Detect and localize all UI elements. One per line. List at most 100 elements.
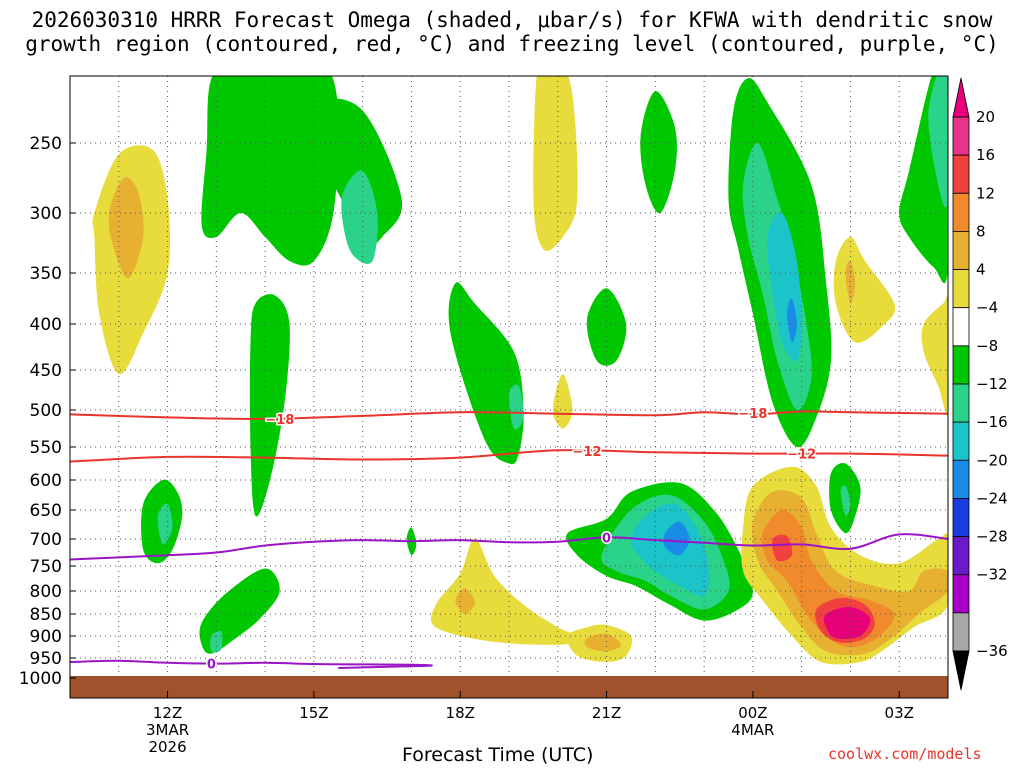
colorbar-label-12: 12 (976, 184, 995, 202)
omega-region-29 (833, 237, 896, 343)
omega-region-41 (921, 294, 948, 414)
colorbar-swatch-9 (952, 459, 970, 499)
omega-region-30 (845, 260, 856, 304)
xtick-year: 2026 (148, 738, 186, 756)
omega-shading-layer (92, 76, 948, 665)
colorbar (952, 77, 970, 691)
colorbar-label-8: 8 (976, 222, 986, 240)
colorbar-under-arrow (952, 650, 970, 691)
contour-label-zero-b: 0 (207, 658, 216, 673)
contour-lines (70, 410, 948, 669)
ytick-250: 250 (30, 134, 62, 154)
omega-region-17 (448, 282, 524, 465)
ytick-550: 550 (30, 438, 62, 458)
omega-region-14 (584, 633, 622, 652)
contour-label-minus18-b: −18 (738, 407, 767, 422)
colorbar-swatch-0 (952, 116, 970, 156)
colorbar-label-20: 20 (976, 108, 995, 126)
colorbar-label-minus16: −16 (976, 413, 1008, 431)
omega-region-12 (455, 588, 475, 615)
xtick-date-4mar: 4MAR (731, 721, 774, 739)
colorbar-over-arrow (952, 77, 970, 118)
colorbar-swatch-8 (952, 421, 970, 461)
ytick-500: 500 (30, 401, 62, 421)
colorbar-swatch-2 (952, 192, 970, 232)
xtick-03z: 03Z (885, 704, 914, 722)
colorbar-label-minus24: −24 (976, 489, 1008, 507)
contour-label-minus18-a: −18 (265, 413, 294, 428)
credit-link[interactable]: coolwx.com/models (828, 745, 982, 763)
freezing-contour-0 (70, 533, 948, 561)
colorbar-label-minus20: −20 (976, 451, 1008, 469)
ytick-650: 650 (30, 501, 62, 521)
dsg-contour-0 (70, 410, 948, 420)
omega-region-40 (928, 76, 948, 208)
plot-frame (69, 75, 949, 699)
colorbar-label-minus32: −32 (976, 566, 1008, 584)
colorbar-swatch-4 (952, 269, 970, 309)
ytick-950: 950 (30, 649, 62, 669)
xtick-00z: 00Z (738, 704, 767, 722)
ytick-300: 300 (30, 204, 62, 224)
omega-region-4 (341, 170, 378, 264)
colorbar-swatch-3 (952, 231, 970, 270)
colorbar-swatch-10 (952, 498, 970, 537)
omega-region-18 (508, 384, 524, 430)
colorbar-label-16: 16 (976, 146, 995, 164)
colorbar-labels: 20 16 12 8 4 −4 −8 −12 −16 −20 −24 −28 −… (976, 108, 1008, 660)
omega-region-11 (430, 538, 583, 645)
ytick-350: 350 (30, 264, 62, 284)
contour-label-minus12-a: −12 (573, 445, 602, 460)
ytick-750: 750 (30, 557, 62, 577)
colorbar-label-minus8: −8 (976, 337, 998, 355)
xtick-21z: 21Z (592, 704, 621, 722)
ytick-700: 700 (30, 530, 62, 550)
contour-labels: −18 −18 −12 −12 0 0 (205, 405, 817, 674)
omega-region-7 (157, 503, 173, 545)
x-axis-title: Forecast Time (UTC) (402, 744, 594, 766)
omega-region-34 (771, 534, 793, 562)
colorbar-label-minus4: −4 (976, 299, 998, 317)
ytick-400: 400 (30, 315, 62, 335)
chart-title-line-2: growth region (contoured, red, °C) and f… (25, 32, 999, 56)
contour-label-minus12-b: −12 (787, 448, 816, 463)
omega-region-36 (823, 607, 871, 640)
ytick-800: 800 (30, 582, 62, 602)
y-axis: 1000 950 900 850 800 750 700 650 600 550… (19, 134, 62, 689)
omega-region-15 (533, 76, 578, 251)
ytick-850: 850 (30, 605, 62, 625)
xtick-15z: 15Z (299, 704, 328, 722)
colorbar-label-minus12: −12 (976, 375, 1008, 393)
omega-region-38 (840, 485, 851, 517)
colorbar-swatch-1 (952, 154, 970, 194)
omega-region-1 (108, 177, 144, 279)
colorbar-label-minus28: −28 (976, 528, 1008, 546)
colorbar-label-4: 4 (976, 261, 986, 279)
ytick-1000: 1000 (19, 669, 62, 689)
ytick-900: 900 (30, 627, 62, 647)
chart-title-line-1: 2026030310 HRRR Forecast Omega (shaded, … (31, 8, 993, 32)
ground-layer (70, 676, 948, 698)
omega-region-16 (552, 374, 573, 429)
colorbar-label-minus36: −36 (976, 642, 1008, 660)
ytick-450: 450 (30, 361, 62, 381)
colorbar-swatch-6 (952, 345, 970, 385)
freezing-contour-1 (70, 659, 433, 669)
x-axis: 12Z 15Z 18Z 21Z 00Z 03Z 3MAR 4MAR 2026 (146, 704, 914, 756)
omega-region-5 (249, 294, 290, 517)
dsg-contour-1 (70, 449, 948, 463)
xtick-date-3mar: 3MAR (146, 721, 189, 739)
colorbar-swatch-7 (952, 383, 970, 423)
colorbar-swatch-11 (952, 536, 970, 576)
xtick-18z: 18Z (446, 704, 475, 722)
omega-region-24 (663, 521, 690, 556)
colorbar-swatch-12 (952, 574, 970, 614)
colorbar-swatch-13 (952, 612, 970, 652)
contour-label-zero-a: 0 (602, 531, 611, 546)
colorbar-swatch-5 (952, 307, 970, 347)
ytick-600: 600 (30, 471, 62, 491)
xtick-12z: 12Z (153, 704, 182, 722)
omega-region-20 (640, 91, 677, 214)
ground-surface (70, 676, 948, 698)
